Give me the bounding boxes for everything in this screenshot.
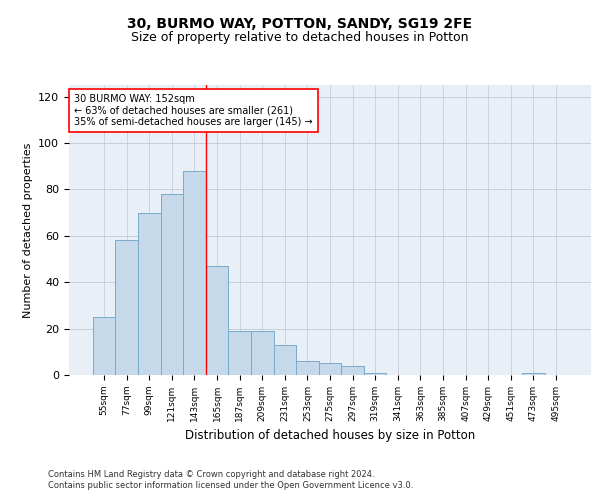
Bar (138, 212, 161, 375)
Bar (341, 366, 364, 375)
Text: Contains HM Land Registry data © Crown copyright and database right 2024.: Contains HM Land Registry data © Crown c… (48, 470, 374, 479)
Bar (319, 364, 341, 375)
Y-axis label: Number of detached properties: Number of detached properties (23, 142, 32, 318)
Bar (296, 361, 319, 375)
X-axis label: Distribution of detached houses by size in Potton: Distribution of detached houses by size … (185, 430, 475, 442)
Text: 30 BURMO WAY: 152sqm
← 63% of detached houses are smaller (261)
35% of semi-deta: 30 BURMO WAY: 152sqm ← 63% of detached h… (74, 94, 313, 127)
Bar (183, 171, 206, 375)
Bar (251, 331, 274, 375)
Bar (364, 372, 386, 375)
Text: Contains public sector information licensed under the Open Government Licence v3: Contains public sector information licen… (48, 481, 413, 490)
Text: 30, BURMO WAY, POTTON, SANDY, SG19 2FE: 30, BURMO WAY, POTTON, SANDY, SG19 2FE (127, 18, 473, 32)
Bar (229, 331, 251, 375)
Bar (115, 240, 138, 375)
Text: Size of property relative to detached houses in Potton: Size of property relative to detached ho… (131, 31, 469, 44)
Bar (206, 266, 229, 375)
Bar (161, 194, 183, 375)
Bar (93, 317, 115, 375)
Bar (274, 345, 296, 375)
Bar (522, 372, 545, 375)
